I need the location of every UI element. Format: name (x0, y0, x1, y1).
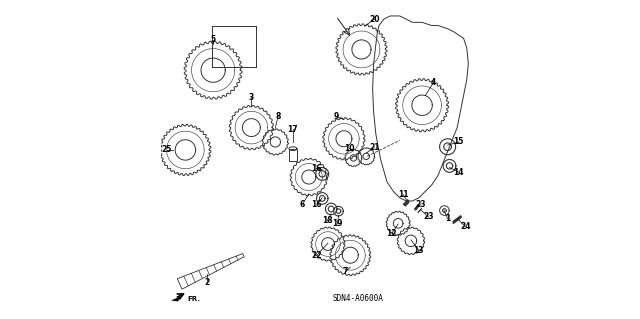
Text: 2: 2 (204, 278, 209, 287)
Text: 23: 23 (415, 200, 426, 209)
Text: 25: 25 (162, 145, 172, 154)
Text: 15: 15 (454, 137, 464, 146)
Text: 16: 16 (312, 200, 322, 209)
Text: SDN4-A0600A: SDN4-A0600A (333, 294, 384, 303)
Text: 1: 1 (445, 214, 450, 223)
Text: 23: 23 (423, 212, 434, 221)
Text: 13: 13 (413, 246, 424, 255)
Text: 17: 17 (287, 125, 298, 134)
Text: 7: 7 (343, 267, 348, 276)
Text: 16: 16 (311, 164, 321, 173)
Text: 19: 19 (332, 219, 343, 228)
Bar (289, 149, 297, 161)
Text: 3: 3 (249, 93, 254, 102)
Polygon shape (171, 296, 181, 301)
Text: 11: 11 (397, 190, 408, 199)
Text: 20: 20 (369, 15, 380, 24)
Text: 18: 18 (322, 216, 332, 225)
Text: 6: 6 (300, 200, 305, 209)
Text: 4: 4 (431, 78, 436, 87)
Text: 22: 22 (312, 251, 322, 260)
Text: 24: 24 (460, 222, 470, 231)
Text: 12: 12 (387, 229, 397, 238)
Text: 21: 21 (369, 143, 380, 152)
Text: FR.: FR. (188, 296, 200, 302)
Text: 9: 9 (333, 112, 339, 121)
Text: 5: 5 (211, 35, 216, 44)
Text: 10: 10 (344, 144, 355, 153)
Text: 14: 14 (454, 168, 464, 177)
Text: 8: 8 (275, 112, 280, 121)
